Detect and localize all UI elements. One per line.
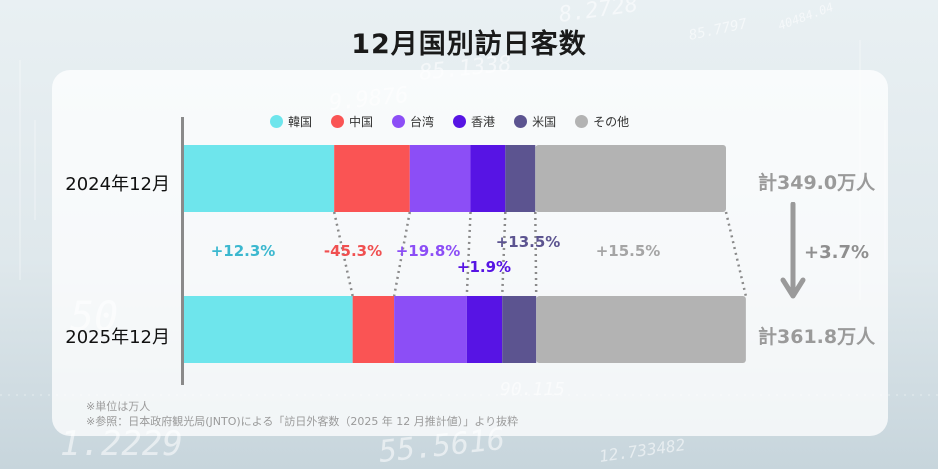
change-label-usa: +13.5%	[495, 233, 561, 251]
legend-item-korea: 韓国	[270, 113, 312, 130]
connector-line-0	[332, 211, 354, 297]
connector-line-2	[465, 211, 472, 297]
bar-segment-1-3	[466, 296, 503, 363]
legend-swatch-usa	[514, 114, 528, 128]
legend-swatch-other	[575, 114, 589, 128]
legend-label: その他	[593, 114, 630, 129]
bar-segment-1-0	[184, 296, 353, 363]
change-label-other: +15.5%	[595, 242, 661, 260]
legend-item-usa: 米国	[514, 113, 556, 130]
change-label-china: -45.3%	[323, 242, 383, 260]
total-2025: 計361.8万人	[758, 326, 876, 348]
bar-segment-0-4	[505, 145, 536, 212]
bar-segment-1-4	[502, 296, 537, 363]
chart-legend: 韓国 中国 台湾 香港 米国 その他	[270, 112, 629, 130]
bar-segment-1-2	[394, 296, 467, 363]
legend-swatch-hongkong	[453, 114, 467, 128]
connector-line-3	[500, 211, 507, 297]
legend-label: 中国	[349, 114, 374, 129]
change-label-hongkong: +1.9%	[456, 258, 512, 276]
legend-item-hongkong: 香港	[453, 113, 495, 130]
connector-line-4	[534, 211, 538, 297]
bar-segment-0-2	[409, 145, 471, 212]
chart-card	[52, 70, 888, 436]
overall-change: +3.7%	[804, 242, 870, 263]
legend-swatch-korea	[270, 114, 283, 128]
total-2024: 計349.0万人	[758, 172, 876, 194]
bar-segment-0-0	[184, 145, 335, 212]
down-arrow-icon	[780, 202, 806, 299]
connector-line-1	[392, 211, 412, 297]
connector-line-5	[724, 211, 748, 297]
note-source: ※参照：日本政府観光局(JNTO)による「訪日外客数（2025 年 12 月推計…	[86, 415, 519, 428]
legend-label: 香港	[471, 114, 496, 129]
row-label-2024: 2024年12月	[65, 174, 170, 195]
legend-label: 韓国	[288, 114, 313, 129]
note-unit: ※単位は万人	[86, 400, 151, 413]
row-label-2025: 2025年12月	[65, 327, 170, 348]
legend-item-china: 中国	[331, 113, 373, 130]
bar-segment-1-5	[536, 296, 746, 363]
legend-item-taiwan: 台湾	[392, 113, 434, 130]
legend-swatch-taiwan	[392, 114, 406, 128]
bar-segment-0-5	[535, 145, 726, 212]
bar-segment-0-3	[470, 145, 506, 212]
legend-swatch-china	[331, 114, 345, 128]
page-title: 12月国別訪日客数	[351, 29, 587, 60]
bar-segment-1-1	[352, 296, 395, 363]
legend-item-other: その他	[575, 113, 629, 130]
change-label-taiwan: +19.8%	[395, 242, 461, 260]
legend-label: 米国	[532, 114, 557, 129]
legend-label: 台湾	[410, 114, 435, 129]
bar-segment-0-1	[334, 145, 410, 212]
category-axis-line	[181, 117, 184, 385]
change-label-korea: +12.3%	[210, 242, 276, 260]
